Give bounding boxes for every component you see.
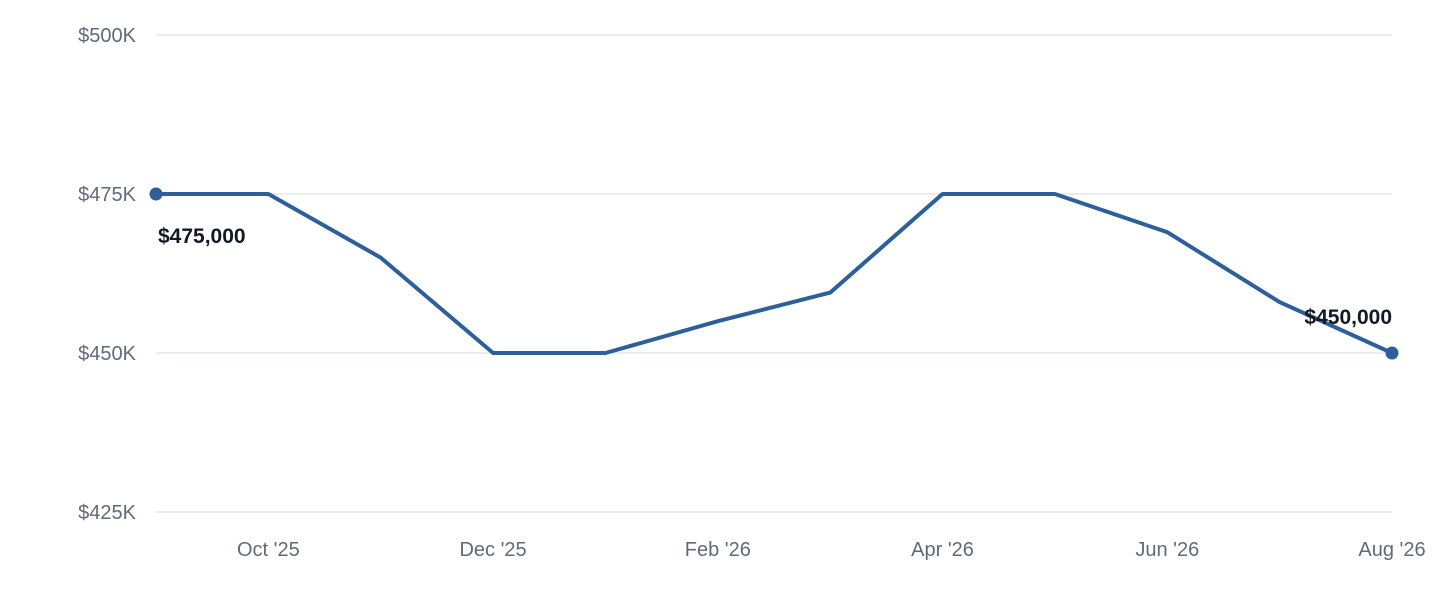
y-axis-ticks: $500K $475K $450K $425K bbox=[78, 25, 136, 524]
start-point-marker bbox=[149, 187, 163, 201]
y-tick-label: $425K bbox=[78, 502, 136, 524]
x-tick-label: Oct '25 bbox=[237, 539, 300, 561]
data-labels: $475,000 $450,000 bbox=[158, 225, 1392, 329]
x-tick-label: Feb '26 bbox=[685, 539, 751, 561]
gridlines bbox=[156, 34, 1392, 513]
x-axis-ticks: Oct '25 Dec '25 Feb '26 Apr '26 Jun '26 Aug '… bbox=[237, 539, 1426, 561]
series-line bbox=[154, 192, 1394, 355]
x-tick-label: Dec '25 bbox=[459, 539, 526, 561]
series-line-group bbox=[149, 187, 1399, 360]
y-tick-label: $475K bbox=[78, 184, 136, 206]
y-tick-label: $500K bbox=[78, 25, 136, 47]
end-value-label: $450,000 bbox=[1304, 306, 1392, 329]
x-tick-label: Aug '26 bbox=[1358, 539, 1425, 561]
end-point-marker bbox=[1385, 346, 1399, 360]
x-tick-label: Apr '26 bbox=[911, 539, 974, 561]
y-tick-label: $450K bbox=[78, 343, 136, 365]
start-value-label: $475,000 bbox=[158, 225, 246, 248]
x-tick-label: Jun '26 bbox=[1135, 539, 1199, 561]
